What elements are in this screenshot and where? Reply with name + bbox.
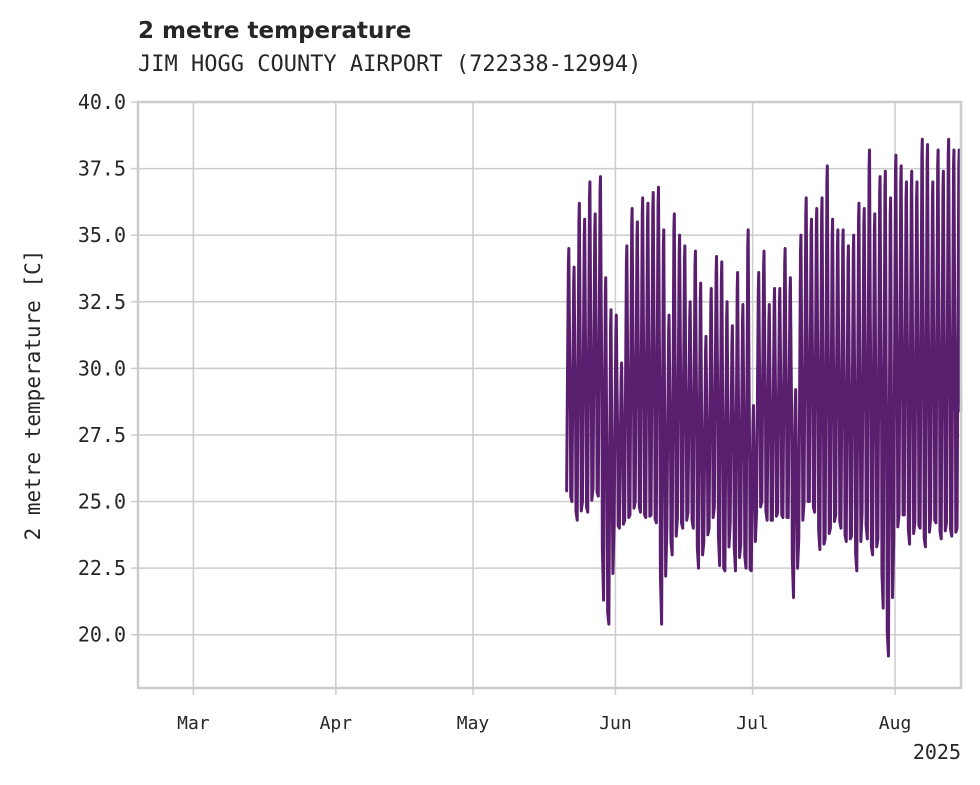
y-tick-label: 40.0	[78, 90, 126, 114]
y-tick-label: 20.0	[78, 623, 126, 647]
label-layer: 20.0 22.5 25.0 27.5 30.0 32.5 35.0 37.5 40.0 Mar A…	[21, 90, 961, 764]
chart-title: 2 metre temperature	[138, 18, 412, 44]
y-tick-label: 27.5	[78, 423, 126, 447]
y-tick-label: 22.5	[78, 556, 126, 580]
x-tick-label: Apr	[320, 713, 353, 734]
x-tick-label: May	[457, 713, 490, 734]
x-tick-label: Mar	[177, 713, 210, 734]
x-year-label: 2025	[913, 740, 961, 764]
x-tick-label: Aug	[879, 713, 912, 734]
series-layer	[565, 137, 963, 658]
y-tick-label: 35.0	[78, 223, 126, 247]
chart-subtitle: JIM HOGG COUNTY AIRPORT (722338-12994)	[138, 52, 642, 77]
y-tick-label: 25.0	[78, 490, 126, 514]
y-tick-label: 37.5	[78, 157, 126, 181]
x-tick-label: Jul	[736, 713, 769, 734]
plot-frame	[136, 100, 963, 690]
x-tick-label: Jun	[599, 713, 632, 734]
frame-layer	[136, 100, 963, 690]
y-axis-label: 2 metre temperature [C]	[21, 250, 45, 541]
y-tick-label: 30.0	[78, 356, 126, 380]
y-tick-label: 32.5	[78, 290, 126, 314]
series-line	[565, 137, 963, 658]
